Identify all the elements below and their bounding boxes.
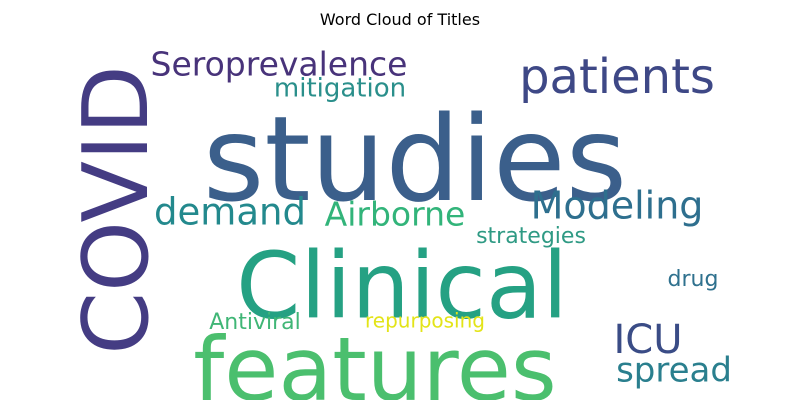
word-demand: demand xyxy=(154,191,306,234)
word-mitigation: mitigation xyxy=(274,74,406,104)
word-antiviral: Antiviral xyxy=(209,310,301,335)
word-drug: drug xyxy=(668,267,719,292)
word-features: features xyxy=(193,318,557,400)
word-airborne: Airborne xyxy=(325,195,466,234)
word-spread: spread xyxy=(616,351,732,391)
word-icu: ICU xyxy=(613,317,682,363)
word-clinical: Clinical xyxy=(236,232,568,339)
word-repurposing: repurposing xyxy=(365,309,485,333)
word-modeling: Modeling xyxy=(531,184,704,228)
word-patients: patients xyxy=(519,49,715,105)
chart-title: Word Cloud of Titles xyxy=(319,10,481,29)
word-strategies: strategies xyxy=(476,224,586,249)
word-covid: COVID xyxy=(64,65,169,355)
word-studies: studies xyxy=(203,90,627,228)
word-seroprevalence: Seroprevalence xyxy=(151,45,408,84)
